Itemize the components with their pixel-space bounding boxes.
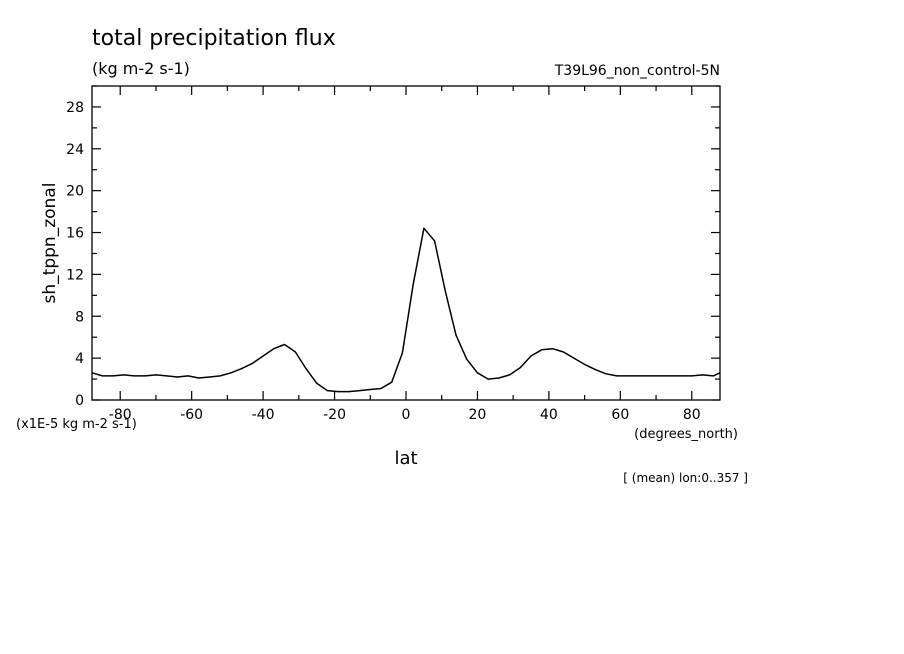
x-axis-units: (degrees_north)	[634, 427, 738, 442]
x-tick-label: 60	[611, 407, 629, 423]
x-tick-label: -40	[252, 407, 275, 423]
data-point	[133, 375, 136, 377]
data-point	[691, 375, 693, 377]
data-point	[219, 375, 221, 377]
data-point	[498, 377, 500, 379]
data-point	[466, 358, 468, 360]
data-point	[316, 382, 318, 384]
data-point	[455, 334, 457, 336]
data-point	[719, 372, 721, 374]
data-point	[423, 227, 425, 229]
footer-note: [ (mean) lon:0..357 ]	[623, 471, 748, 485]
data-point	[584, 363, 586, 366]
data-point	[487, 378, 489, 380]
data-point	[433, 240, 436, 242]
data-point	[101, 375, 103, 377]
data-point	[401, 352, 404, 354]
data-point	[626, 375, 629, 377]
data-point	[294, 351, 296, 353]
data-point	[208, 376, 211, 378]
data-point	[637, 375, 639, 377]
data-point	[348, 391, 350, 393]
plot-frame	[91, 85, 721, 401]
data-point	[594, 369, 596, 371]
data-point	[230, 372, 232, 374]
data-point	[444, 290, 446, 292]
data-point	[187, 375, 189, 377]
data-point	[573, 357, 575, 359]
data-point	[712, 375, 714, 377]
axis-ticks	[92, 85, 720, 401]
data-point	[680, 375, 682, 377]
x-tick-labels: -80 -60 -40 -20 0 20 40 60 80	[109, 407, 701, 423]
data-point	[91, 372, 93, 374]
y-tick-label: 8	[75, 309, 84, 325]
data-point	[605, 373, 607, 375]
data-point	[380, 387, 382, 390]
data-point	[326, 389, 329, 392]
data-point	[562, 351, 564, 353]
data-point	[241, 368, 243, 370]
x-tick-label: 0	[402, 407, 411, 423]
data-point	[176, 376, 178, 378]
data-point	[551, 348, 554, 350]
data-point	[112, 375, 114, 377]
data-point	[648, 375, 650, 377]
data-point	[701, 374, 704, 376]
data-point	[358, 389, 361, 392]
x-tick-label: 40	[540, 407, 558, 423]
y-tick-label: 4	[75, 351, 84, 367]
x-axis-label: lat	[394, 448, 417, 469]
y-tick-label: 20	[66, 184, 84, 200]
x-tick-label: 20	[469, 407, 487, 423]
chart-units: (kg m-2 s-1)	[92, 59, 190, 78]
y-tick-labels: 0 4 8 12 16 20 24 28	[66, 100, 84, 409]
data-point	[530, 355, 532, 357]
x-tick-label: -60	[180, 407, 203, 423]
data-point	[155, 374, 157, 376]
series-line	[91, 227, 721, 393]
y-scale-label: (x1E-5 kg m-2 s-1)	[16, 417, 137, 432]
y-tick-label: 24	[66, 142, 84, 158]
x-tick-label: -80	[109, 407, 132, 423]
data-point	[519, 366, 521, 369]
y-axis-label: sh_tppn_zonal	[40, 183, 60, 304]
x-tick-label: -20	[323, 407, 346, 423]
chart-title: total precipitation flux	[92, 26, 336, 51]
data-point	[283, 343, 286, 346]
x-tick-label: 80	[683, 407, 701, 423]
data-point	[305, 368, 307, 370]
data-point	[123, 374, 125, 376]
data-point	[616, 375, 618, 377]
run-label: T39L96_non_control-5N	[554, 63, 720, 79]
data-point	[251, 362, 253, 364]
data-point	[198, 377, 200, 379]
data-point	[659, 375, 661, 377]
y-tick-label: 12	[66, 267, 84, 283]
data-point	[391, 381, 393, 383]
data-point	[508, 374, 511, 376]
data-point	[262, 355, 264, 357]
data-point	[337, 391, 339, 393]
data-point	[166, 375, 168, 377]
data-point	[476, 372, 479, 374]
data-point	[273, 348, 275, 350]
data-point	[669, 375, 671, 377]
data-point	[144, 375, 146, 377]
series-lines	[91, 227, 721, 393]
y-tick-label: 0	[75, 393, 84, 409]
y-tick-label: 16	[66, 226, 84, 242]
y-tick-label: 28	[66, 100, 84, 116]
data-point	[412, 284, 414, 286]
data-point	[369, 388, 371, 391]
data-point	[541, 349, 543, 351]
